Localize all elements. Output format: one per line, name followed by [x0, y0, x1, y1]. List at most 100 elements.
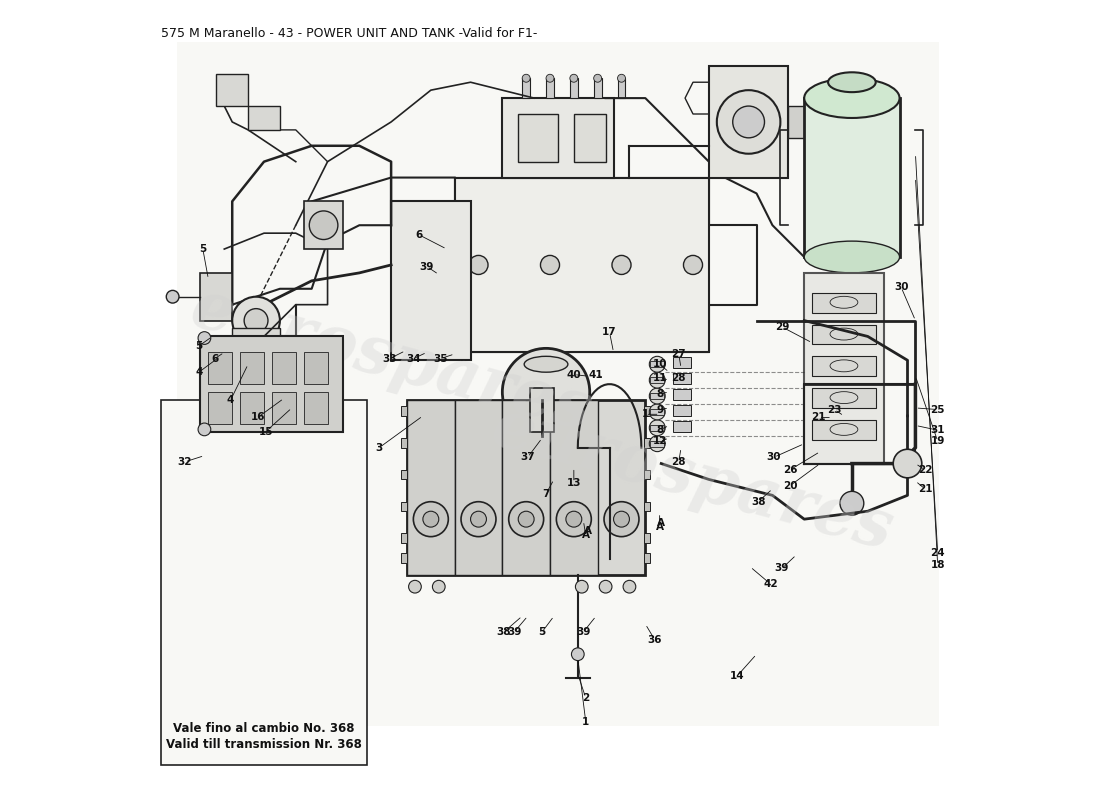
Bar	[650, 361, 664, 367]
Text: 36: 36	[648, 635, 662, 645]
Bar	[812, 356, 876, 376]
Bar	[673, 357, 691, 368]
Text: 16: 16	[251, 413, 265, 422]
Bar	[812, 325, 876, 344]
Text: 40: 40	[566, 370, 581, 379]
Bar	[232, 329, 279, 360]
Bar	[673, 421, 691, 432]
Circle shape	[461, 502, 496, 537]
Text: 29: 29	[774, 322, 789, 332]
Bar	[644, 534, 650, 543]
Circle shape	[198, 423, 211, 436]
Bar	[177, 42, 939, 726]
Text: 38: 38	[497, 627, 512, 637]
Text: 23: 23	[827, 405, 842, 414]
Bar	[503, 400, 550, 574]
Circle shape	[166, 290, 179, 303]
Text: 28: 28	[671, 373, 686, 382]
Bar	[407, 400, 454, 574]
Bar	[594, 78, 602, 98]
Bar	[161, 400, 367, 766]
Bar	[644, 406, 650, 416]
Text: 5: 5	[195, 341, 202, 351]
Bar	[789, 106, 821, 138]
Bar	[249, 106, 279, 130]
Text: 8: 8	[656, 389, 663, 398]
Circle shape	[408, 580, 421, 593]
Text: 31: 31	[931, 425, 945, 435]
Text: 38: 38	[751, 497, 766, 506]
Circle shape	[565, 511, 582, 527]
Bar	[570, 78, 578, 98]
Bar	[538, 424, 554, 436]
Bar	[546, 78, 554, 98]
Text: 17: 17	[603, 327, 617, 338]
Text: Vale fino al cambio No. 368: Vale fino al cambio No. 368	[174, 722, 355, 735]
Bar	[200, 273, 232, 321]
Circle shape	[414, 502, 449, 537]
Circle shape	[309, 211, 338, 239]
Bar	[392, 202, 471, 360]
Text: 11: 11	[652, 373, 667, 382]
Text: 25: 25	[931, 405, 945, 414]
Text: 9: 9	[656, 405, 663, 414]
Text: 4: 4	[227, 395, 234, 405]
Text: 13: 13	[566, 478, 581, 488]
Circle shape	[570, 74, 578, 82]
Text: 30: 30	[767, 452, 781, 462]
Circle shape	[649, 372, 666, 388]
Circle shape	[546, 74, 554, 82]
Circle shape	[617, 74, 626, 82]
Text: 2: 2	[582, 693, 590, 703]
Bar	[673, 373, 691, 384]
Text: 32: 32	[177, 457, 191, 467]
Bar	[574, 114, 606, 162]
Text: 10: 10	[652, 359, 667, 370]
Bar	[518, 114, 558, 162]
Ellipse shape	[828, 72, 876, 92]
Circle shape	[649, 388, 666, 404]
Text: 12: 12	[652, 436, 667, 446]
Circle shape	[649, 420, 666, 436]
Text: 5: 5	[538, 627, 546, 637]
Bar	[400, 438, 407, 448]
Bar	[454, 400, 503, 574]
Circle shape	[469, 255, 488, 274]
Text: 4: 4	[195, 367, 202, 377]
Text: 20: 20	[783, 481, 798, 490]
Bar	[454, 178, 708, 352]
Bar	[673, 405, 691, 416]
Circle shape	[623, 580, 636, 593]
Bar	[812, 293, 876, 313]
Text: 27: 27	[671, 349, 686, 359]
Bar	[804, 273, 883, 463]
Text: 39: 39	[507, 627, 521, 637]
Text: 39: 39	[774, 563, 789, 574]
Bar	[650, 409, 664, 415]
Text: 34: 34	[406, 354, 420, 364]
Text: 41: 41	[588, 370, 604, 379]
Circle shape	[572, 648, 584, 661]
Bar	[208, 392, 232, 424]
Bar	[240, 352, 264, 384]
Text: 26: 26	[783, 465, 798, 475]
Bar	[400, 502, 407, 511]
Ellipse shape	[525, 356, 568, 372]
Bar	[400, 554, 407, 563]
Text: 39: 39	[420, 262, 434, 271]
Circle shape	[244, 309, 268, 333]
Text: A: A	[584, 526, 592, 536]
Text: 24: 24	[931, 547, 945, 558]
Bar	[550, 400, 597, 574]
Text: 18: 18	[931, 560, 945, 570]
Bar	[272, 392, 296, 424]
Bar	[812, 388, 876, 408]
Circle shape	[717, 90, 780, 154]
Text: 8: 8	[656, 425, 663, 435]
Text: 39: 39	[576, 627, 591, 637]
Bar	[812, 420, 876, 440]
Bar	[804, 98, 900, 257]
Bar	[650, 425, 664, 431]
Circle shape	[575, 580, 589, 593]
Bar	[400, 406, 407, 416]
